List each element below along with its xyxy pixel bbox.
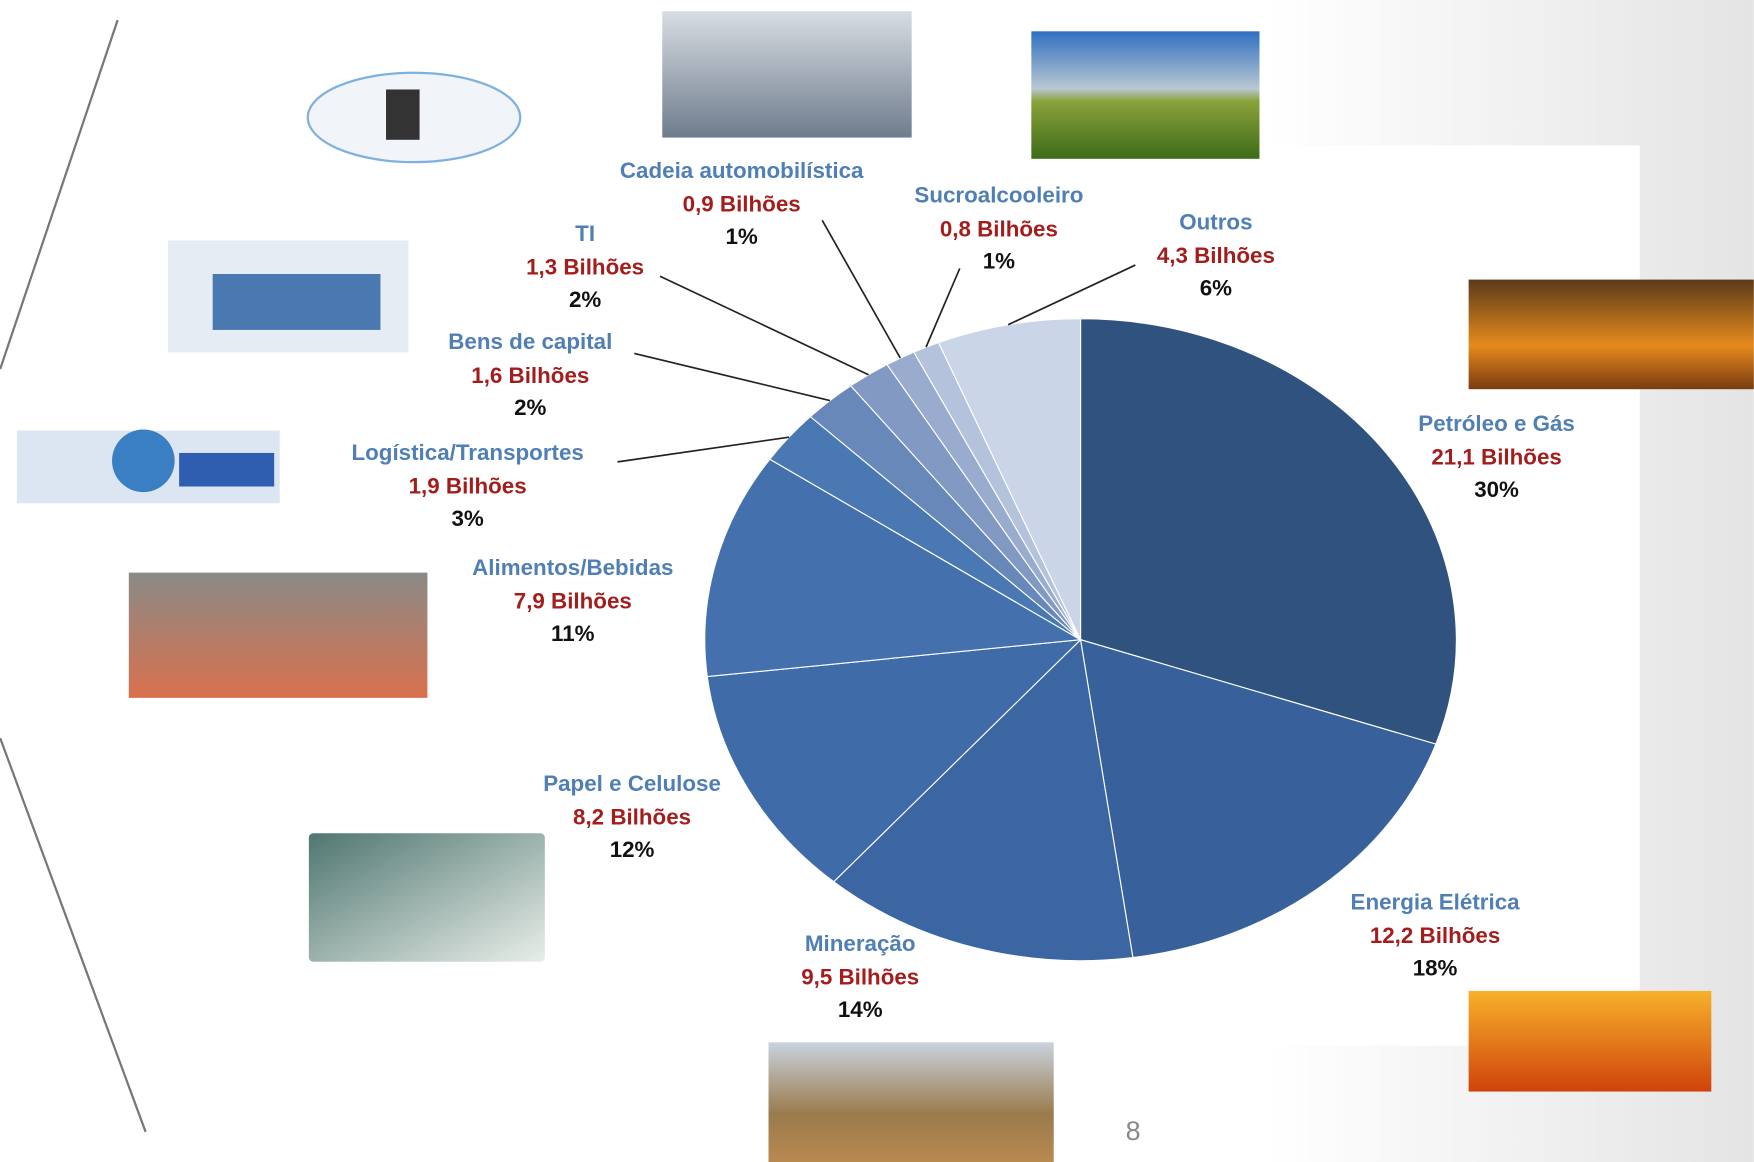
slice-percent-label: 6% (1200, 276, 1232, 301)
photo-power (1468, 990, 1712, 1092)
slice-value-label: 12,2 Bilhões (1370, 923, 1501, 948)
slice-value-label: 21,1 Bilhões (1431, 444, 1562, 469)
slice-percent-label: 2% (514, 395, 546, 420)
photo-sugarcane (1031, 31, 1260, 159)
pie-slice (1079, 638, 1437, 959)
decor-line (0, 19, 147, 1133)
photo-food (128, 572, 428, 698)
page-number: 8 (1126, 1116, 1141, 1146)
pie-slice (706, 639, 1083, 883)
leader-line (1007, 264, 1136, 326)
slice-value-label: 9,5 Bilhões (801, 964, 919, 989)
slice-value-label: 0,9 Bilhões (683, 192, 801, 217)
photo-printer-body (212, 274, 381, 330)
slice-name: Petróleo e Gás (1418, 411, 1575, 436)
slice-name: Bens de capital (448, 329, 612, 354)
slice-value-label: 0,8 Bilhões (940, 216, 1058, 241)
pie: Petróleo e Gás 21,1 Bilhões 30% Energia Elé… (351, 158, 1574, 1022)
photo-oil (1468, 279, 1754, 390)
slice-name: Cadeia automobilística (620, 158, 864, 183)
pie-slice (704, 458, 1083, 678)
slice-value-label: 1,3 Bilhões (526, 254, 644, 279)
photo-server (386, 89, 420, 140)
leader-line (821, 219, 902, 359)
slice-name: Alimentos/Bebidas (472, 555, 673, 580)
slice-percent-label: 1% (983, 249, 1015, 274)
pictures (16, 11, 1754, 1162)
slice-value-label: 1,9 Bilhões (409, 474, 527, 499)
slice-value-label: 8,2 Bilhões (573, 805, 691, 830)
slice-name: Mineração (805, 931, 916, 956)
pie-slice (832, 638, 1134, 962)
photo-globe (112, 429, 175, 493)
leader-line (925, 268, 961, 348)
slice-percent-label: 3% (452, 506, 484, 531)
leader-line (634, 352, 831, 402)
slice-name: Outros (1179, 210, 1252, 235)
leader-line (617, 436, 790, 463)
slice-name: TI (575, 221, 595, 246)
slice-value-label: 7,9 Bilhões (514, 589, 632, 614)
slice-name: Logística/Transportes (351, 440, 583, 465)
slice-percent-label: 30% (1474, 477, 1519, 502)
slice-percent-label: 11% (551, 621, 595, 646)
slice-percent-label: 14% (838, 997, 883, 1022)
photo-paper (308, 833, 545, 962)
pie-slice (937, 318, 1082, 640)
slice-percent-label: 1% (726, 224, 758, 249)
slice-percent-label: 12% (610, 837, 655, 862)
slice-percent-label: 18% (1413, 956, 1458, 981)
slice-percent-label: 2% (569, 287, 601, 312)
slice-value-label: 4,3 Bilhões (1157, 243, 1275, 268)
photo-mining (768, 1042, 1054, 1162)
slice-name: Energia Elétrica (1351, 890, 1521, 915)
leader-line (659, 275, 869, 376)
slice-name: Papel e Celulose (543, 771, 721, 796)
slice-name: Sucroalcooleiro (914, 183, 1083, 208)
photo-car (662, 11, 912, 138)
photo-truck (179, 452, 275, 487)
pie-slice (1079, 318, 1457, 745)
slice-value-label: 1,6 Bilhões (471, 363, 589, 388)
